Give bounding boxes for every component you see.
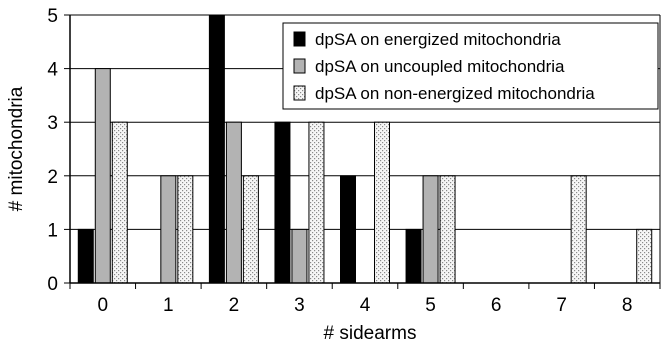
legend-swatch bbox=[293, 31, 306, 47]
x-axis-title: # sidearms bbox=[324, 323, 417, 344]
bar bbox=[225, 121, 242, 284]
bar bbox=[94, 68, 111, 284]
bar bbox=[274, 121, 291, 284]
bar bbox=[242, 175, 259, 284]
bar bbox=[177, 175, 194, 284]
legend-label: dpSA on non-energized mitochondria bbox=[315, 84, 595, 103]
bars bbox=[77, 14, 653, 284]
bar bbox=[405, 228, 422, 284]
x-tick-label: 2 bbox=[229, 295, 240, 316]
bar bbox=[374, 121, 390, 284]
x-tick-label: 3 bbox=[294, 295, 305, 316]
y-tick-label: 1 bbox=[47, 220, 58, 241]
legend-entry: dpSA on energized mitochondria bbox=[293, 30, 561, 49]
bar bbox=[308, 121, 325, 284]
bar bbox=[111, 121, 128, 284]
y-tick-labels: 0 1 2 3 4 5 bbox=[47, 6, 58, 295]
legend-entry: dpSA on non-energized mitochondria bbox=[293, 84, 595, 103]
legend-swatch bbox=[293, 58, 306, 74]
x-tick-label: 6 bbox=[491, 295, 502, 316]
x-tick-label: 8 bbox=[622, 295, 633, 316]
x-tick-label: 5 bbox=[425, 295, 436, 316]
y-axis-title: # mitochondria bbox=[6, 86, 27, 211]
x-tick-label: 1 bbox=[163, 295, 174, 316]
bar bbox=[77, 228, 94, 284]
bar bbox=[160, 175, 177, 284]
legend-box bbox=[282, 22, 659, 110]
x-tick-label: 0 bbox=[97, 295, 108, 316]
bar bbox=[439, 175, 456, 284]
bar bbox=[291, 228, 308, 284]
x-tick-label: 7 bbox=[556, 295, 567, 316]
y-tick-label: 3 bbox=[47, 113, 58, 134]
legend-label: dpSA on uncoupled mitochondria bbox=[315, 57, 565, 76]
y-tick-label: 2 bbox=[47, 167, 58, 188]
x-tick-label: 4 bbox=[360, 295, 371, 316]
y-tick-label: 4 bbox=[47, 60, 58, 81]
bar bbox=[636, 228, 653, 284]
legend-entry: dpSA on uncoupled mitochondria bbox=[293, 57, 565, 76]
x-tick-labels: 0 1 2 3 4 5 6 7 8 bbox=[97, 295, 632, 316]
legend: dpSA on energized mitochondria dpSA on u… bbox=[282, 22, 659, 110]
axes bbox=[64, 14, 661, 289]
legend-swatch bbox=[293, 85, 306, 101]
y-tick-label: 0 bbox=[47, 274, 58, 295]
legend-label: dpSA on energized mitochondria bbox=[315, 30, 561, 49]
bar bbox=[422, 175, 439, 284]
bar bbox=[340, 175, 356, 284]
bar bbox=[208, 14, 225, 284]
bar bbox=[570, 175, 587, 284]
y-tick-label: 5 bbox=[47, 6, 58, 27]
